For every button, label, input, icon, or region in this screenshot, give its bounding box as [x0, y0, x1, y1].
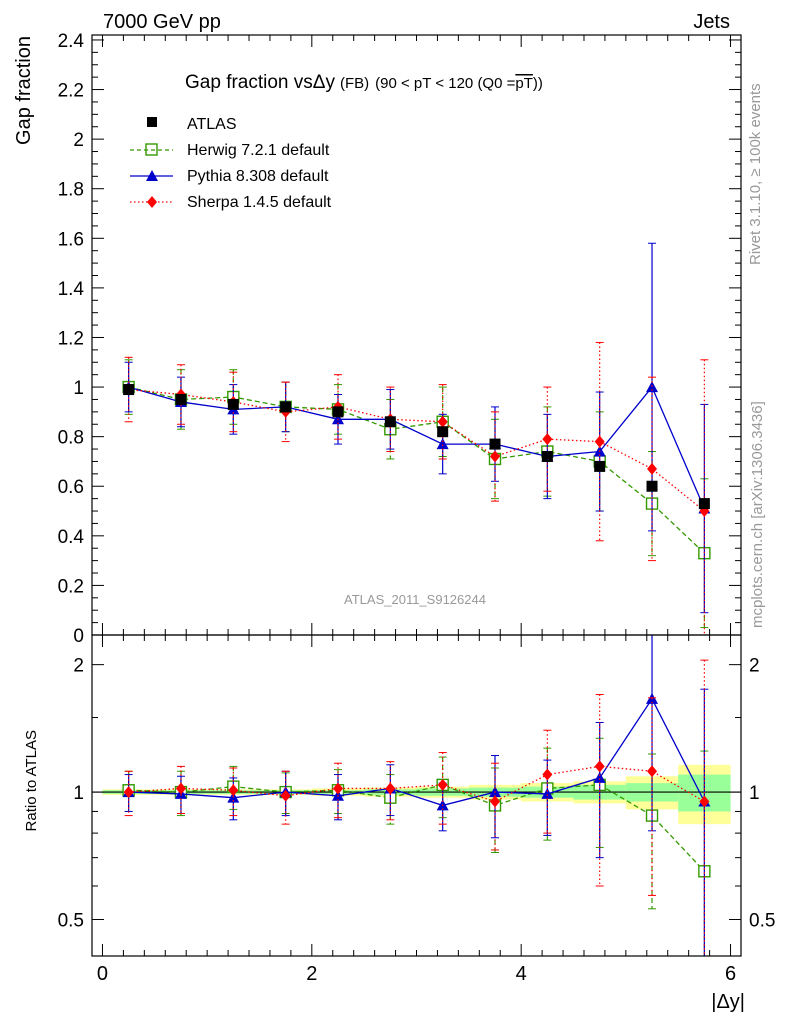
- x-tick-label: 6: [725, 963, 736, 985]
- main-atlas-marker: [489, 438, 501, 450]
- ratio-pythia-marker: [593, 771, 606, 783]
- ratio-y-tick-label-left: 2: [73, 656, 84, 677]
- main-atlas-marker: [227, 398, 239, 410]
- header-left-label: 7000 GeV pp: [103, 11, 221, 33]
- ratio-sherpa-marker: [542, 768, 553, 781]
- ratio-pythia-marker: [541, 787, 554, 799]
- ratio-sherpa-marker: [594, 760, 605, 773]
- main-atlas-marker: [646, 480, 658, 492]
- ratio-series-group: [122, 635, 711, 956]
- ratio-herwig-line: [128, 784, 705, 872]
- main-atlas-marker: [280, 401, 292, 413]
- main-atlas-marker: [698, 498, 710, 510]
- x-tick-label: 2: [306, 963, 317, 985]
- main-atlas-marker: [123, 384, 135, 396]
- mcplots-label: mcplots.cern.ch [arXiv:1306.3436]: [749, 401, 766, 628]
- main-sherpa-marker: [594, 435, 605, 448]
- ratio-y-tick-label-right: 1: [749, 783, 760, 804]
- main-y-tick-label: 0.6: [58, 477, 84, 498]
- legend-sherpa-label: Sherpa 1.4.5 default: [187, 194, 332, 211]
- main-sherpa-marker: [647, 462, 658, 475]
- legend-herwig-label: Herwig 7.2.1 default: [187, 142, 330, 159]
- main-sherpa-marker: [542, 433, 553, 446]
- main-y-tick-label: 2.2: [58, 81, 84, 102]
- ratio-sherpa-marker: [437, 778, 448, 791]
- ratio-y-tick-label-right: 2: [749, 656, 760, 677]
- legend: ATLAS Herwig 7.2.1 default Pythia 8.308 …: [130, 116, 332, 211]
- main-y-tick-label: 0: [73, 626, 84, 647]
- main-y-tick-label: 1.2: [58, 328, 84, 349]
- main-y-tick-label: 2.4: [58, 31, 85, 52]
- main-y-tick-label: 2: [73, 130, 84, 151]
- plot-title: Gap fraction vsΔy (FB) (90 < pT < 120 (Q0 …: [185, 72, 543, 93]
- main-y-axis-title: Gap fraction: [13, 36, 35, 145]
- legend-herwig-marker: [145, 143, 158, 156]
- main-y-tick-label: 0.8: [58, 428, 84, 449]
- main-atlas-marker: [175, 393, 187, 405]
- main-y-tick-label: 1: [73, 378, 84, 399]
- main-sherpa-line: [128, 388, 705, 512]
- legend-pythia-label: Pythia 8.308 default: [187, 168, 329, 185]
- ratio-sherpa-marker: [699, 795, 710, 808]
- ratio-sherpa-marker: [175, 782, 186, 795]
- main-y-tick-label: 1.8: [58, 180, 84, 201]
- legend-atlas-label: ATLAS: [187, 116, 237, 133]
- ratio-y-tick-label-right: 0.5: [749, 911, 775, 932]
- main-sherpa-marker: [490, 450, 501, 463]
- legend-pythia-marker: [146, 170, 158, 181]
- ratio-sherpa-line: [128, 765, 705, 803]
- x-axis-title: |Δy|: [711, 991, 745, 1013]
- main-atlas-marker: [332, 406, 344, 418]
- ratio-sherpa-marker: [123, 786, 134, 799]
- main-atlas-marker: [594, 460, 606, 472]
- ratio-sherpa-marker: [332, 782, 343, 795]
- ratio-sherpa-marker: [647, 765, 658, 778]
- main-y-tick-label: 1.6: [58, 229, 84, 250]
- main-atlas-marker: [541, 450, 553, 462]
- main-y-tick-label: 1.4: [58, 279, 85, 300]
- ratio-y-axis-title: Ratio to ATLAS: [23, 730, 40, 831]
- main-pythia-line: [128, 385, 705, 509]
- main-y-tick-label: 0.2: [58, 576, 84, 597]
- legend-sherpa-marker: [147, 196, 157, 208]
- ratio-y-tick-label-left: 0.5: [58, 911, 84, 932]
- ratio-y-tick-label-left: 1: [73, 783, 84, 804]
- main-plot: 0 0.2 0.4 0.6 0.8 1 1.2 1.4 1.6 1.8 2 2.2 2.4: [58, 31, 742, 647]
- ratio-pythia-line: [128, 697, 705, 807]
- ratio-sherpa-marker: [280, 789, 291, 802]
- main-herwig-line: [128, 386, 705, 554]
- ratio-sherpa-marker: [490, 795, 501, 808]
- ratio-plot: 0.5 0.5 1 1 2 2 0 2 4 6: [58, 634, 775, 985]
- main-sherpa-marker: [437, 415, 448, 428]
- legend-atlas-marker: [147, 117, 157, 127]
- header-right-label: Jets: [693, 11, 730, 33]
- ratio-sherpa-marker: [228, 784, 239, 797]
- rivet-version-label: Rivet 3.1.10, ≥ 100k events: [747, 83, 764, 265]
- main-atlas-marker: [384, 416, 396, 428]
- main-atlas-marker: [437, 426, 449, 438]
- x-tick-label: 0: [97, 963, 108, 985]
- ratio-sherpa-marker: [385, 782, 396, 795]
- main-y-tick-label: 0.4: [58, 527, 85, 548]
- x-tick-label: 4: [516, 963, 527, 985]
- analysis-watermark: ATLAS_2011_S9126244: [344, 592, 486, 607]
- main-pythia-marker: [436, 438, 449, 450]
